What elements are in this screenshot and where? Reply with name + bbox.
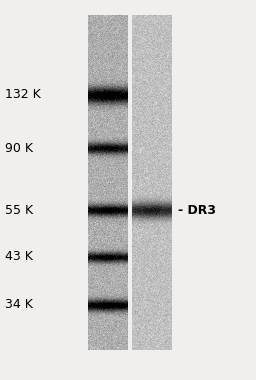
Text: 55 K: 55 K (5, 204, 33, 217)
Text: - DR3: - DR3 (178, 204, 216, 217)
Text: 34 K: 34 K (5, 299, 33, 312)
Text: 132 K: 132 K (5, 89, 41, 101)
Text: 90 K: 90 K (5, 141, 33, 155)
Text: 43 K: 43 K (5, 250, 33, 263)
